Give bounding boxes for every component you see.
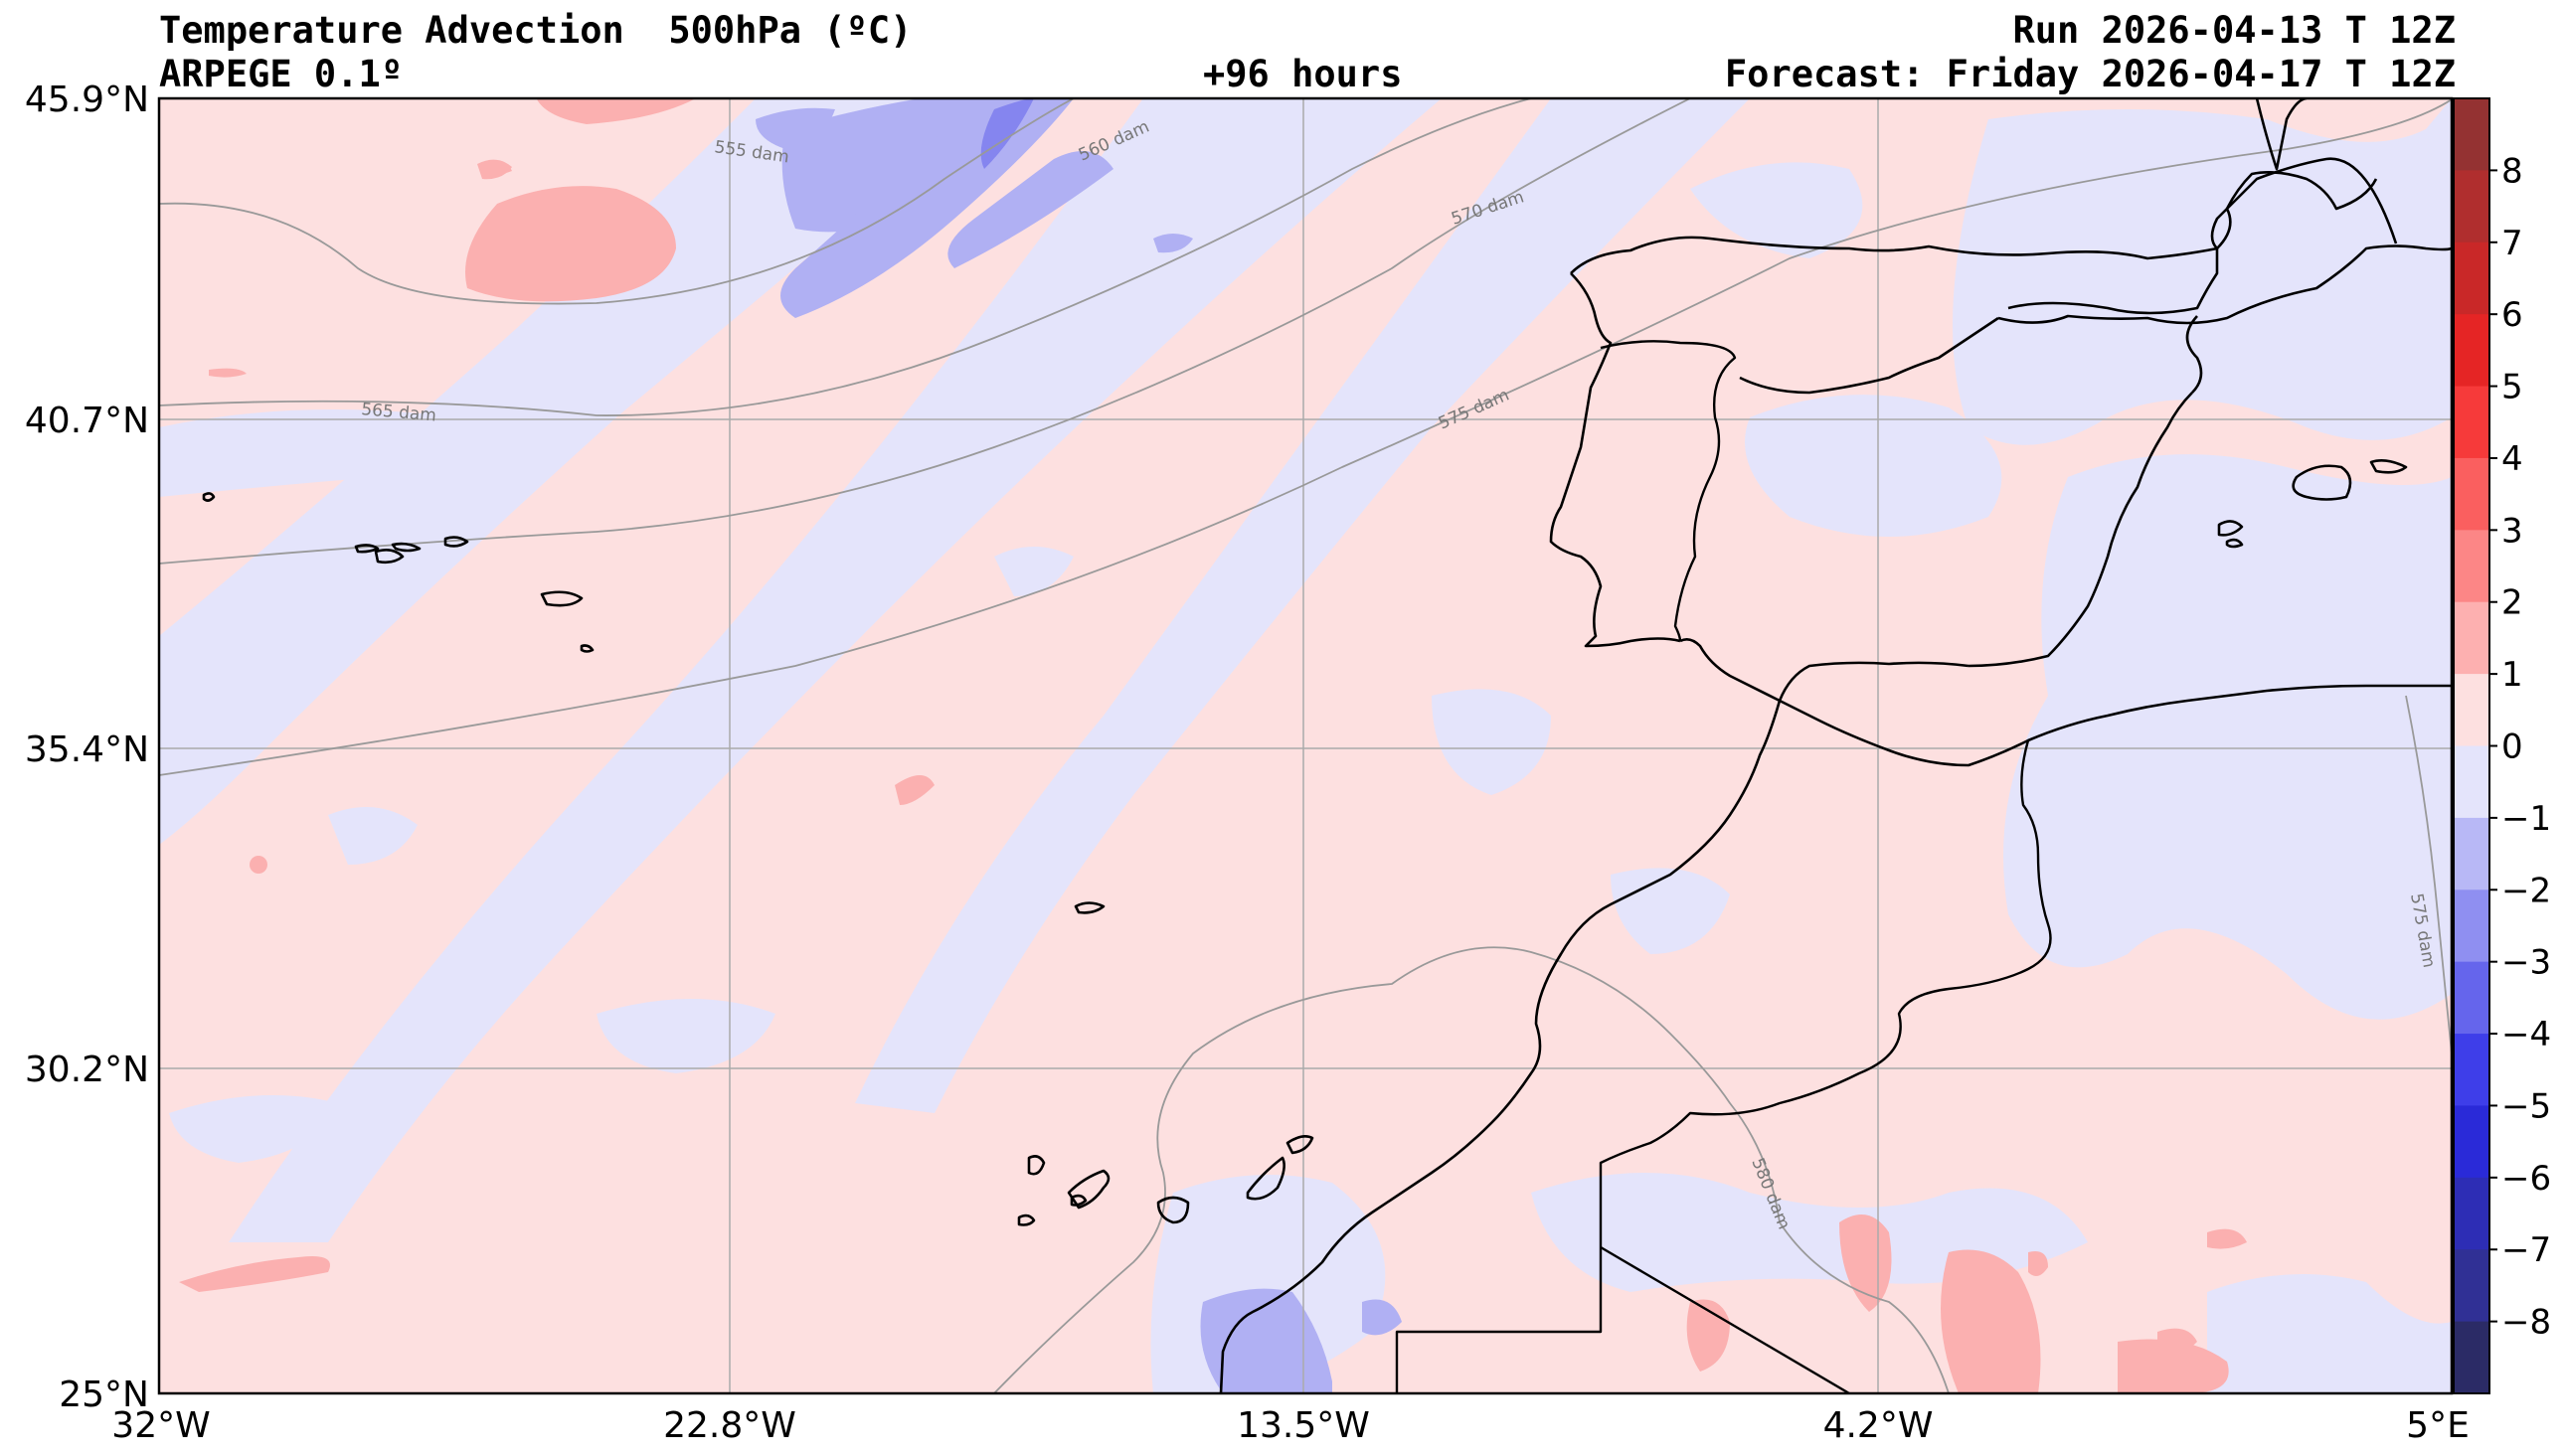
- colorbar-label: 4: [2501, 439, 2523, 479]
- model-label: ARPEGE 0.1º: [159, 53, 404, 95]
- colorbar-label: 7: [2501, 224, 2523, 263]
- forecast-label: Forecast: Friday 2026-04-17 T 12Z: [1724, 53, 2456, 95]
- colorbar-swatch: [2454, 314, 2489, 388]
- colorbar-swatch: [2454, 1249, 2489, 1323]
- colorbar: 8 7 6 5 4 3 2 1 0 −1 −2 −3 −4 −5 −6 −7 −8: [2453, 97, 2551, 1394]
- colorbar-swatch: [2454, 601, 2489, 675]
- colorbar-label: −5: [2501, 1086, 2551, 1126]
- colorbar-swatch: [2454, 817, 2489, 890]
- geopotential-contours: [159, 98, 2452, 1393]
- colorbar-label: −2: [2501, 871, 2551, 910]
- colorbar-label: 1: [2501, 655, 2523, 695]
- colorbar-label: −6: [2501, 1159, 2551, 1199]
- colorbar-swatches: [2454, 98, 2489, 1394]
- colorbar-label: 3: [2501, 511, 2523, 551]
- colorbar-label: 6: [2501, 295, 2523, 335]
- lat-tick-label: 35.4°N: [25, 729, 149, 770]
- lat-tick-label: 45.9°N: [25, 80, 149, 120]
- cool-advection-areas: [159, 98, 2452, 1393]
- colorbar-label: 8: [2501, 151, 2523, 191]
- lat-tick-label: 40.7°N: [25, 401, 149, 441]
- lon-tick-label: 5°E: [2406, 1405, 2470, 1446]
- chart-title: Temperature Advection 500hPa (ºC): [159, 9, 913, 52]
- cool-advection-cores: [756, 98, 1402, 1393]
- colorbar-swatch: [2454, 1105, 2489, 1179]
- lat-tick-label: 25°N: [59, 1375, 149, 1415]
- colorbar-label: −1: [2501, 799, 2551, 839]
- colorbar-labels: 8 7 6 5 4 3 2 1 0 −1 −2 −3 −4 −5 −6 −7 −8: [2501, 151, 2551, 1342]
- colorbar-ticks: [2489, 169, 2497, 1323]
- colorbar-label: 0: [2501, 728, 2523, 767]
- lead-time-label: +96 hours: [1203, 53, 1403, 95]
- colorbar-swatch: [2454, 1177, 2489, 1250]
- colorbar-swatch: [2454, 386, 2489, 459]
- colorbar-swatch: [2454, 530, 2489, 603]
- colorbar-swatch: [2454, 170, 2489, 243]
- colorbar-swatch: [2454, 890, 2489, 963]
- lon-tick-label: 13.5°W: [1237, 1405, 1370, 1446]
- colorbar-swatch: [2454, 745, 2489, 819]
- cool-advection-peak: [980, 98, 1034, 169]
- lon-tick-label: 32°W: [111, 1405, 210, 1446]
- coastlines: [202, 98, 2452, 1393]
- colorbar-label: −4: [2501, 1015, 2551, 1054]
- colorbar-label: −7: [2501, 1230, 2551, 1270]
- colorbar-label: −3: [2501, 943, 2551, 983]
- lon-tick-label: 22.8°W: [663, 1405, 796, 1446]
- colorbar-swatch: [2454, 242, 2489, 315]
- latitude-labels: 45.9°N 40.7°N 35.4°N 30.2°N 25°N: [25, 80, 149, 1415]
- run-label: Run 2026-04-13 T 12Z: [2012, 9, 2456, 52]
- colorbar-swatch: [2454, 457, 2489, 531]
- colorbar-swatch: [2454, 1321, 2489, 1394]
- longitude-labels: 32°W 22.8°W 13.5°W 4.2°W 5°E: [111, 1405, 2470, 1446]
- colorbar-swatch: [2454, 961, 2489, 1035]
- colorbar-label: −8: [2501, 1303, 2551, 1343]
- colorbar-swatch: [2454, 674, 2489, 747]
- colorbar-label: 2: [2501, 583, 2523, 623]
- colorbar-swatch: [2454, 98, 2489, 171]
- map-area: 555 dam 560 dam 570 dam 565 dam 575 dam …: [159, 98, 2452, 1393]
- colorbar-label: 5: [2501, 368, 2523, 407]
- lat-tick-label: 30.2°N: [25, 1050, 149, 1090]
- lon-tick-label: 4.2°W: [1823, 1405, 1934, 1446]
- map-frame: [157, 96, 2454, 1395]
- colorbar-swatch: [2454, 1034, 2489, 1107]
